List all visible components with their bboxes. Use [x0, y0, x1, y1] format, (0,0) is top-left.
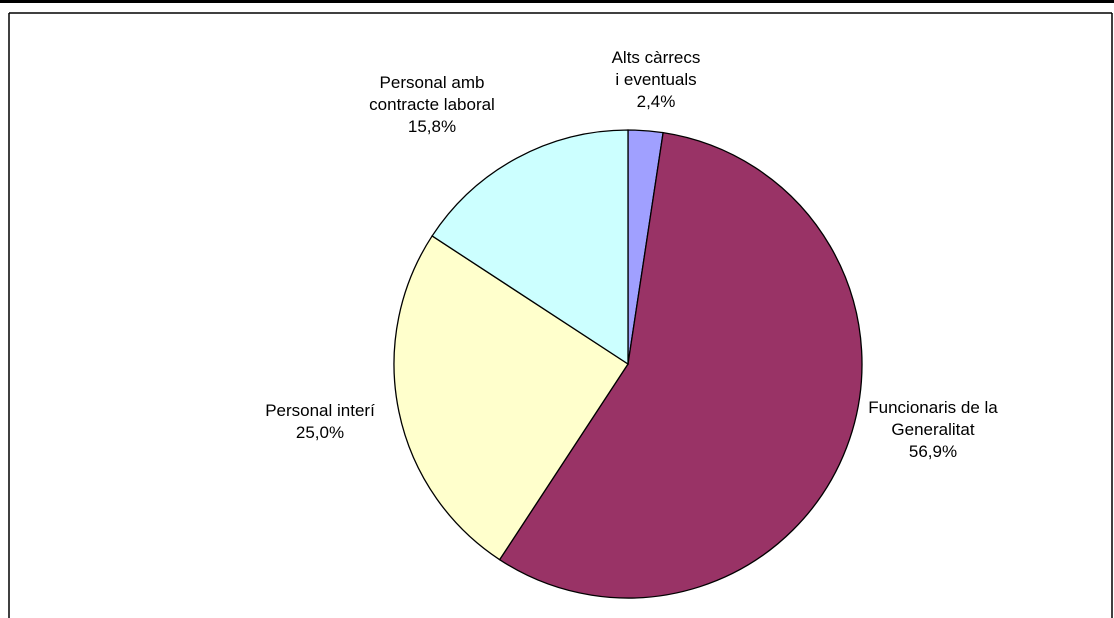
slice-value-label: 25,0%: [296, 423, 344, 442]
pie-slices: [393, 129, 863, 599]
top-rule: [0, 0, 1114, 3]
pie-labels: Alts càrrecs i eventuals 2,4% Funcionaris d…: [265, 48, 998, 461]
slice-label: Funcionaris de la Generalitat 56,9%: [868, 398, 998, 461]
pie-slice: [393, 235, 629, 561]
slice-category-label: Alts càrrecs: [612, 48, 701, 67]
slice-label: Alts càrrecs i eventuals 2,4%: [612, 48, 701, 111]
slice-category-label: Generalitat: [891, 420, 974, 439]
slice-category-label: Personal amb: [380, 73, 485, 92]
slice-label: Personal amb contracte laboral 15,8%: [369, 73, 495, 136]
pie-slice: [431, 129, 629, 366]
pie-slice: [498, 131, 863, 599]
slice-category-label: contracte laboral: [369, 95, 495, 114]
slice-category-label: i eventuals: [615, 70, 696, 89]
slice-value-label: 15,8%: [408, 117, 456, 136]
slice-value-label: 56,9%: [909, 442, 957, 461]
slice-label: Personal interí 25,0%: [265, 401, 375, 442]
slice-category-label: Personal interí: [265, 401, 375, 420]
slice-value-label: 2,4%: [637, 92, 676, 111]
slice-category-label: Funcionaris de la: [868, 398, 998, 417]
